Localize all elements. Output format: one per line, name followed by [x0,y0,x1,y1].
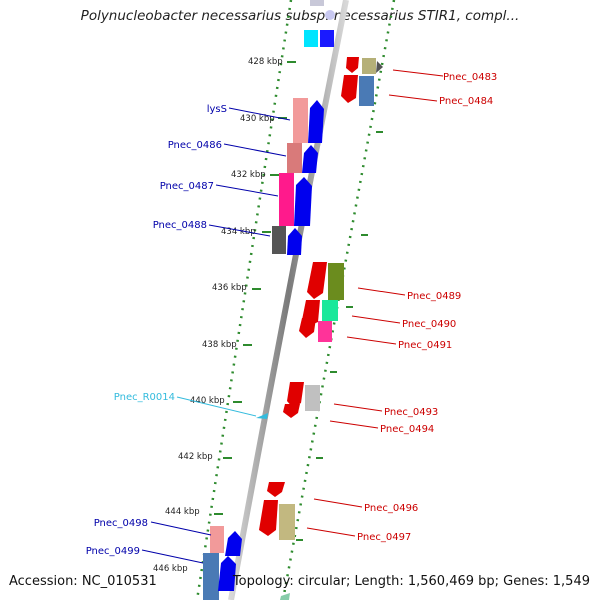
gene-Pnec_0487[interactable] [279,173,312,226]
kbp-label-434: 434 kbp [221,227,256,237]
gene-Pnec_0497[interactable] [259,500,295,540]
gene-label-Pnec_0487: Pnec_0487 [160,181,214,192]
gene-label-Pnec_R0014: Pnec_R0014 [114,392,175,403]
kbp-label-436: 436 kbp [212,283,247,293]
gene-labels-right: Pnec_0483 Pnec_0484 Pnec_0489 Pnec_0490 … [357,72,497,543]
gene-Pnec_0483[interactable] [346,57,383,74]
gene-label-Pnec_0497: Pnec_0497 [357,532,411,543]
gene-Pnec_0496[interactable] [267,482,285,497]
gene-labels-left: lysS Pnec_0486 Pnec_0487 Pnec_0488 Pnec_… [86,104,227,557]
gene-Pnec_0493[interactable] [287,382,320,411]
gene-label-Pnec_0491: Pnec_0491 [398,340,452,351]
gene-label-Pnec_0496: Pnec_0496 [364,503,418,514]
map-title: Polynucleobacter necessarius subsp. nece… [80,8,520,24]
gene-Pnec_0494[interactable] [283,404,300,418]
gene-Pnec_R0014[interactable] [256,413,268,419]
leader-line-rna [176,396,257,417]
kbp-label-428: 428 kbp [248,57,283,67]
gene-label-Pnec_0489: Pnec_0489 [407,291,461,302]
gene-label-Pnec_0483: Pnec_0483 [443,72,497,83]
gene-Pnec_0498[interactable] [210,526,242,556]
gene-lysS[interactable] [293,98,324,143]
bottom-partial-feature [280,593,290,600]
genome-summary-text: Topology: circular; Length: 1,560,469 bp… [232,574,590,589]
gene-label-Pnec_0499: Pnec_0499 [86,546,140,557]
top-partial-features[interactable] [304,0,335,47]
gene-label-Pnec_0494: Pnec_0494 [380,424,434,435]
gene-Pnec_0488[interactable] [272,226,302,255]
ruler-labels: 428 kbp 430 kbp 432 kbp 434 kbp 436 kbp … [153,57,283,574]
gene-Pnec_0484[interactable] [341,75,374,106]
gene-label-Pnec_0484: Pnec_0484 [439,96,493,107]
kbp-label-430: 430 kbp [240,114,275,124]
kbp-label-440: 440 kbp [190,396,225,406]
gene-label-Pnec_0498: Pnec_0498 [94,518,148,529]
genome-backbone [228,0,349,600]
gene-label-Pnec_0493: Pnec_0493 [384,407,438,418]
gene-label-lysS: lysS [207,104,227,115]
gene-Pnec_0499[interactable] [203,553,236,600]
gene-label-Pnec_0488: Pnec_0488 [153,220,207,231]
accession-text: Accession: NC_010531 [9,574,157,589]
kbp-label-446: 446 kbp [153,564,188,574]
kbp-label-444: 444 kbp [165,507,200,517]
kbp-label-442: 442 kbp [178,452,213,462]
gene-Pnec_0491[interactable] [299,318,332,342]
kbp-label-438: 438 kbp [202,340,237,350]
gene-Pnec_0486[interactable] [287,143,318,173]
gene-Pnec_0489[interactable] [307,262,344,300]
gene-label-Pnec_0486: Pnec_0486 [168,140,222,151]
leader-lines-right [306,69,444,537]
leader-lines-left [141,107,291,564]
gene-label-Pnec_0490: Pnec_0490 [402,319,456,330]
kbp-label-432: 432 kbp [231,170,266,180]
